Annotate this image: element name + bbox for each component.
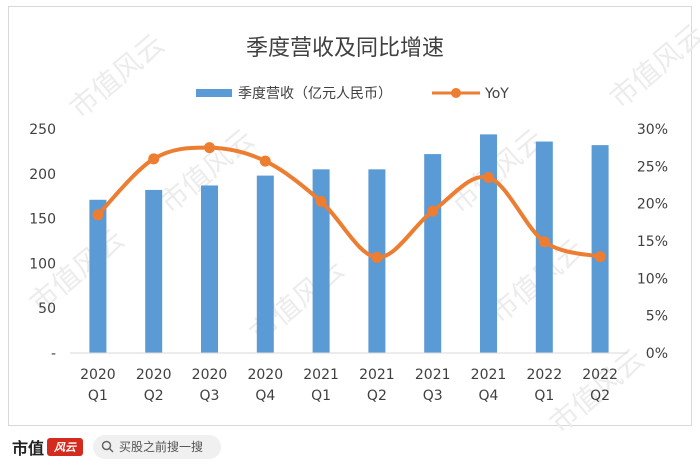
x-tick-quarter: Q4: [479, 388, 499, 404]
line-series: [92, 142, 606, 263]
yoy-point: [483, 172, 494, 184]
right-tick-label: 30%: [637, 122, 668, 138]
yoy-point: [92, 209, 104, 221]
legend-label-revenue: 季度营收（亿元人民币）: [238, 86, 392, 102]
legend-label-yoy: YoY: [484, 86, 509, 102]
x-tick-year: 2020: [136, 367, 172, 383]
footer-bar: 市值 风云 买股之前搜一搜: [0, 426, 700, 467]
left-tick-label: 200: [29, 167, 56, 183]
right-tick-label: 10%: [637, 271, 668, 287]
right-tick-label: 25%: [637, 159, 668, 175]
right-tick-label: 0%: [646, 346, 668, 362]
x-tick-year: 2022: [526, 367, 562, 383]
x-axis: 2020 Q1 2020 Q2 2020 Q3 2020 Q4 2021 Q1 2021 Q2 2021…: [80, 367, 618, 404]
legend-bar-swatch: [196, 89, 232, 97]
left-tick-label: 250: [29, 122, 56, 138]
right-tick-label: 20%: [637, 197, 668, 213]
left-tick-label: -: [51, 346, 56, 362]
search-placeholder: 买股之前搜一搜: [119, 440, 204, 454]
brand-logo: 风云: [47, 437, 84, 456]
yoy-point: [315, 195, 327, 207]
x-tick-year: 2021: [359, 367, 395, 383]
search-icon: [101, 440, 114, 453]
yoy-point: [259, 155, 271, 167]
revenue-bar: [535, 141, 553, 353]
yoy-point: [427, 205, 439, 217]
chart-title: 季度营收及同比增速: [246, 36, 444, 61]
right-tick-label: 15%: [637, 234, 668, 250]
x-tick-quarter: Q2: [367, 388, 387, 404]
x-tick-quarter: Q1: [311, 388, 331, 404]
bar-series: [89, 134, 609, 353]
left-tick-label: 150: [29, 212, 56, 228]
x-tick-year: 2022: [582, 367, 618, 383]
revenue-bar: [424, 154, 442, 353]
revenue-bar: [201, 185, 218, 353]
legend: 季度营收（亿元人民币） YoY: [196, 86, 509, 102]
x-tick-quarter: Q4: [255, 388, 275, 404]
brand-name: 市值: [12, 438, 45, 458]
revenue-bar: [89, 199, 107, 353]
chart-frame: [8, 6, 692, 426]
combo-chart: 季度营收及同比增速 季度营收（亿元人民币） YoY - 50 100 150 200 25…: [29, 36, 668, 404]
x-tick-year: 2021: [415, 367, 451, 383]
yoy-point: [371, 251, 383, 263]
x-tick-quarter: Q2: [590, 388, 610, 404]
left-axis: - 50 100 150 200 250: [29, 122, 56, 362]
yoy-point: [148, 153, 160, 165]
x-tick-quarter: Q1: [88, 388, 108, 404]
x-tick-year: 2021: [303, 367, 339, 383]
yoy-line: [95, 145, 603, 260]
x-tick-quarter: Q3: [200, 388, 220, 404]
revenue-bar: [591, 145, 609, 353]
x-tick-year: 2021: [471, 367, 507, 383]
right-tick-label: 5%: [646, 309, 668, 325]
x-tick-year: 2020: [192, 367, 228, 383]
revenue-bar: [145, 189, 163, 353]
right-axis: 0% 5% 10% 15% 20% 25% 30%: [637, 122, 668, 362]
yoy-point: [594, 251, 606, 263]
left-tick-label: 50: [38, 301, 56, 317]
x-tick-quarter: Q1: [534, 388, 554, 404]
left-tick-label: 100: [29, 256, 56, 272]
legend-line-marker: [451, 88, 461, 98]
revenue-bar: [256, 175, 274, 353]
x-tick-year: 2020: [247, 367, 283, 383]
revenue-bar: [480, 134, 497, 353]
x-tick-quarter: Q3: [423, 388, 443, 404]
search-box[interactable]: 买股之前搜一搜: [93, 434, 222, 459]
x-tick-quarter: Q2: [144, 388, 164, 404]
revenue-bar: [312, 169, 330, 353]
yoy-point: [204, 142, 215, 154]
yoy-point: [538, 236, 550, 248]
x-tick-year: 2020: [80, 367, 116, 383]
